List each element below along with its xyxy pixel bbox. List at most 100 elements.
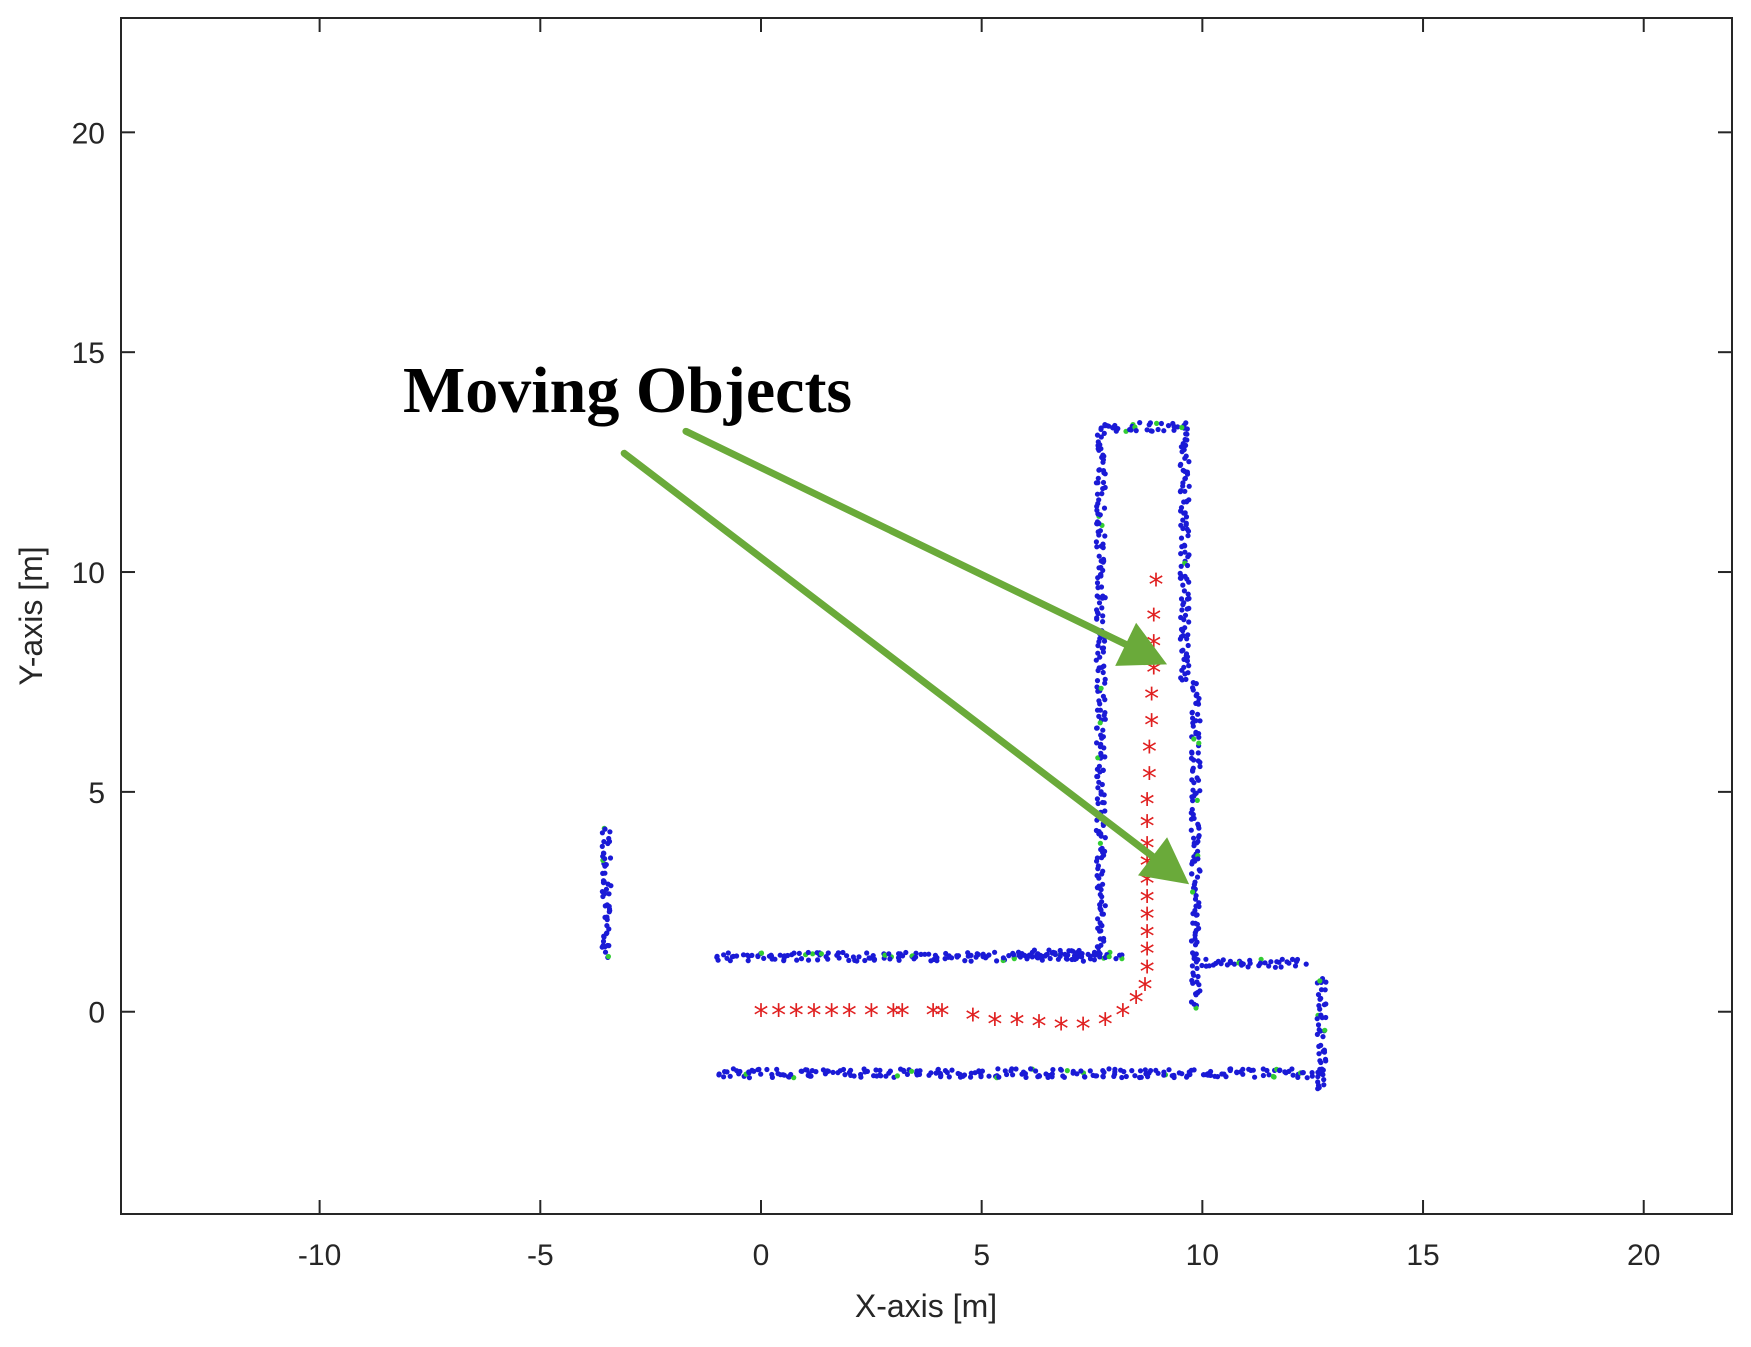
scan-point (764, 1066, 770, 1073)
scan-point (1185, 528, 1192, 534)
scan-point (1094, 507, 1100, 513)
scan-point (1097, 840, 1103, 846)
y-tick-label: 0 (88, 997, 105, 1030)
annotation-arrow-head (1137, 837, 1190, 885)
annotation-arrows (620, 427, 1190, 885)
trajectory-point: * (1142, 761, 1157, 796)
scan-point (1106, 1066, 1112, 1072)
scan-point (1316, 1043, 1322, 1049)
trajectory-point: * (1009, 1008, 1024, 1043)
trajectory-point: * (824, 999, 839, 1034)
scan-point (842, 1072, 848, 1078)
trajectory-point: * (1149, 568, 1164, 603)
scan-point (1227, 1066, 1233, 1072)
scan-point (1315, 1074, 1321, 1080)
scan-point (1094, 707, 1101, 713)
x-axis-label: X-axis [m] (855, 1288, 997, 1324)
scan-point (607, 855, 614, 861)
scan-point (1101, 800, 1107, 806)
trajectory-point: * (934, 999, 949, 1034)
scan-point (1064, 1068, 1070, 1074)
scan-point (1094, 855, 1100, 861)
scan-point (1098, 732, 1104, 738)
scan-point (1095, 667, 1101, 674)
scan-point (1091, 957, 1097, 963)
scan-point (1111, 1073, 1117, 1079)
scan-point (785, 952, 791, 959)
scan-point (1188, 755, 1195, 761)
scan-point (858, 1074, 864, 1080)
scan-point (1098, 426, 1104, 432)
scan-point (1093, 480, 1099, 486)
scan-point (1002, 1068, 1008, 1074)
annotation-arrow-head (1115, 622, 1168, 666)
scan-point (1184, 431, 1190, 437)
scan-point (1112, 1069, 1118, 1075)
scan-point (1194, 691, 1200, 697)
scan-point (1098, 846, 1104, 853)
x-tick-label: 0 (753, 1239, 770, 1272)
scan-point (975, 951, 981, 958)
scan-point (1102, 903, 1108, 909)
scan-point (1219, 1071, 1225, 1077)
scan-point (1033, 1068, 1039, 1074)
scan-point (604, 902, 610, 908)
scan-point (1063, 956, 1069, 962)
scan-point (1096, 553, 1102, 559)
trajectory-point: * (1115, 999, 1130, 1034)
scan-point (1199, 962, 1205, 969)
scan-point (606, 891, 612, 897)
scan-point (761, 955, 767, 962)
scan-point (1323, 1014, 1329, 1021)
scan-point (1098, 741, 1104, 748)
scan-point (604, 917, 610, 923)
scan-point (1197, 763, 1203, 770)
scan-point (904, 1071, 911, 1077)
trajectory-point: * (895, 999, 910, 1034)
scan-point (1182, 488, 1188, 494)
scan-point (1185, 670, 1191, 676)
scan-point (1321, 1049, 1328, 1055)
scan-point (1147, 420, 1153, 426)
scan-point (1094, 796, 1100, 802)
scan-point (1165, 423, 1172, 429)
scan-point (1097, 701, 1103, 707)
scan-point (1189, 963, 1195, 969)
scan-point (604, 930, 610, 936)
x-tick-label: 20 (1627, 1239, 1660, 1272)
scan-point (1102, 533, 1108, 539)
scan-point (1240, 961, 1246, 967)
scan-point (1100, 1074, 1106, 1080)
trajectory-point: * (1054, 1012, 1069, 1047)
scan-point (1186, 483, 1192, 489)
scan-point (1195, 750, 1201, 756)
scan-point (1177, 489, 1183, 495)
scan-point (1095, 785, 1101, 791)
scan-point (957, 1071, 963, 1077)
y-tick-label: 5 (88, 777, 105, 810)
scan-point (1190, 798, 1196, 804)
scan-point (780, 1072, 786, 1078)
scan-point (1043, 1071, 1049, 1077)
scan-point (1323, 1058, 1329, 1064)
scan-point (1182, 510, 1188, 516)
scan-point (1102, 676, 1108, 683)
scan-point (607, 829, 613, 835)
scan-point (1190, 980, 1196, 986)
scan-point (1179, 544, 1185, 550)
scan-point (1195, 711, 1201, 717)
scan-point (740, 952, 747, 958)
trajectory-point: * (926, 999, 941, 1034)
scan-point (1095, 643, 1101, 649)
scan-point (1169, 1073, 1175, 1079)
scan-point (1100, 881, 1106, 887)
scan-point (1095, 800, 1101, 807)
scan-point (605, 881, 611, 887)
scan-point (1188, 827, 1194, 833)
scan-point (1188, 938, 1195, 944)
scan-point (844, 953, 850, 959)
scan-point (1194, 965, 1200, 972)
scan-point (1100, 868, 1106, 874)
scan-point (922, 951, 928, 957)
scan-point (986, 1073, 992, 1079)
